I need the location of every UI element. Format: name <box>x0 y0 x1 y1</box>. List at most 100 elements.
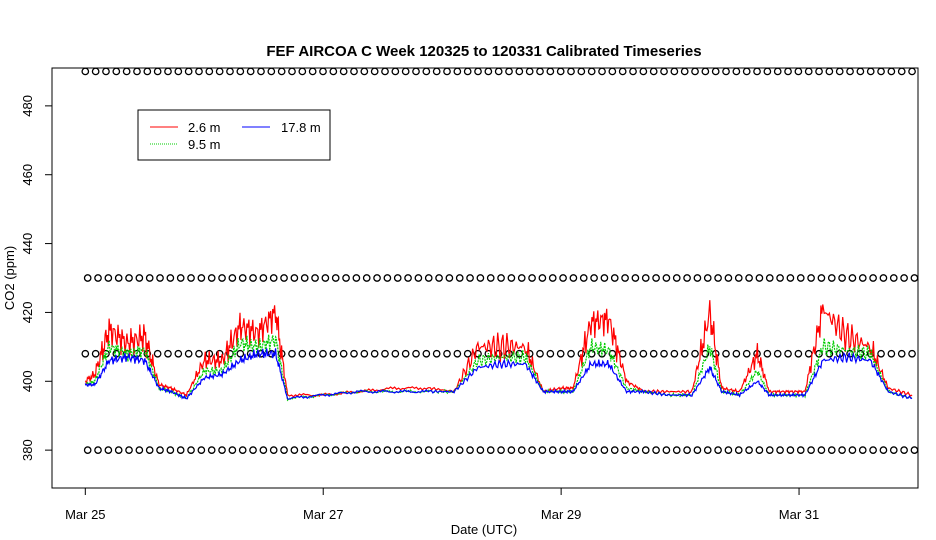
reference-circle-marker <box>401 349 410 358</box>
reference-circle-marker <box>280 446 288 454</box>
reference-circle-marker <box>466 274 474 282</box>
reference-circle-marker <box>166 274 175 282</box>
reference-circle-marker <box>463 67 472 76</box>
reference-circle-marker <box>228 274 237 282</box>
reference-circle-marker <box>536 67 544 76</box>
reference-circle-marker <box>897 349 906 358</box>
reference-circle-marker <box>187 446 195 454</box>
reference-circle-marker <box>838 446 846 454</box>
reference-circle-marker <box>517 274 526 282</box>
reference-circle-marker <box>104 274 113 282</box>
reference-circle-marker <box>877 67 885 76</box>
reference-circle-marker <box>610 446 619 454</box>
reference-circle-marker <box>94 446 102 454</box>
reference-circle-marker <box>827 446 836 454</box>
reference-circle-marker <box>763 67 772 76</box>
reference-circle-marker <box>515 67 524 76</box>
reference-circle-marker <box>412 349 420 358</box>
reference-circle-marker <box>135 446 144 454</box>
reference-circle-marker <box>391 349 400 358</box>
y-tick-label: 480 <box>20 95 35 117</box>
reference-circle-marker <box>83 446 92 454</box>
reference-circle-marker <box>866 67 875 76</box>
reference-circle-marker <box>424 274 433 282</box>
y-axis: 380 400 420 440 460 480 <box>20 95 53 461</box>
reference-circle-marker <box>786 446 795 454</box>
reference-circle-marker <box>362 274 371 282</box>
reference-circle-marker <box>455 446 464 454</box>
reference-circle-marker <box>763 349 772 358</box>
reference-circle-marker <box>311 274 319 282</box>
reference-circle-marker <box>848 274 857 282</box>
reference-circle-marker <box>290 446 299 454</box>
reference-circle-marker <box>195 67 203 76</box>
reference-circle-marker <box>176 274 185 282</box>
reference-circle-marker <box>443 349 451 358</box>
reference-circle-marker <box>773 349 782 358</box>
reference-circle-marker <box>714 274 722 282</box>
reference-circle-marker <box>631 274 640 282</box>
reference-circle-marker <box>321 446 330 454</box>
reference-circle-marker <box>807 446 815 454</box>
reference-circle-marker <box>133 67 141 76</box>
reference-circle-marker <box>249 274 257 282</box>
reference-circle-marker <box>143 67 152 76</box>
reference-circle-marker <box>435 274 443 282</box>
y-tick-label: 420 <box>20 302 35 324</box>
reference-circle-marker <box>804 67 813 76</box>
reference-circle-marker <box>122 67 131 76</box>
reference-circle-marker <box>205 67 214 76</box>
reference-circle-marker <box>184 67 193 76</box>
reference-circle-marker <box>466 446 474 454</box>
reference-circle-marker <box>848 446 857 454</box>
reference-circle-marker <box>331 274 340 282</box>
reference-circle-marker <box>104 446 113 454</box>
x-axis: Mar 25 Mar 27 Mar 29 Mar 31 <box>65 487 819 522</box>
reference-circle-marker <box>81 67 90 76</box>
reference-circle-marker <box>610 274 619 282</box>
reference-circle-marker <box>350 67 358 76</box>
reference-circle-marker <box>300 446 309 454</box>
reference-circle-marker <box>538 446 547 454</box>
reference-circle-marker <box>114 446 123 454</box>
reference-circle-marker <box>484 67 493 76</box>
reference-circle-marker <box>238 446 247 454</box>
reference-circle-marker <box>197 274 206 282</box>
reference-circle-marker <box>590 274 598 282</box>
reference-circle-marker <box>174 67 183 76</box>
reference-circle-marker <box>393 446 402 454</box>
reference-circle-marker <box>300 274 309 282</box>
reference-circle-marker <box>773 67 782 76</box>
x-tick-label: Mar 29 <box>541 507 581 522</box>
reference-circle-marker <box>858 446 867 454</box>
series-layer <box>84 300 913 402</box>
reference-circle-marker <box>587 67 596 76</box>
reference-circle-marker <box>352 274 361 282</box>
reference-circle-marker <box>308 67 317 76</box>
reference-circle-marker <box>569 446 578 454</box>
reference-circle-marker <box>164 67 172 76</box>
reference-circle-marker <box>556 349 565 358</box>
reference-circle-marker <box>135 274 144 282</box>
reference-circle-marker <box>515 349 524 358</box>
reference-circle-marker <box>435 446 443 454</box>
reference-circle-marker <box>703 274 712 282</box>
reference-circle-marker <box>290 274 299 282</box>
reference-circle-marker <box>321 274 330 282</box>
reference-circle-marker <box>269 274 278 282</box>
reference-circle-marker <box>176 446 185 454</box>
reference-circle-marker <box>497 274 505 282</box>
reference-circle-marker <box>422 349 431 358</box>
reference-circle-marker <box>742 349 751 358</box>
reference-circle-marker <box>548 274 557 282</box>
reference-circle-marker <box>827 274 836 282</box>
reference-circle-marker <box>858 274 867 282</box>
reference-circle-marker <box>680 349 689 358</box>
reference-circle-marker <box>445 446 454 454</box>
reference-circle-marker <box>91 67 100 76</box>
reference-circle-marker <box>102 67 110 76</box>
reference-circle-marker <box>197 446 206 454</box>
reference-circle-marker <box>114 274 123 282</box>
y-tick-label: 380 <box>20 439 35 461</box>
legend-label-9-5m: 9.5 m <box>188 137 221 152</box>
